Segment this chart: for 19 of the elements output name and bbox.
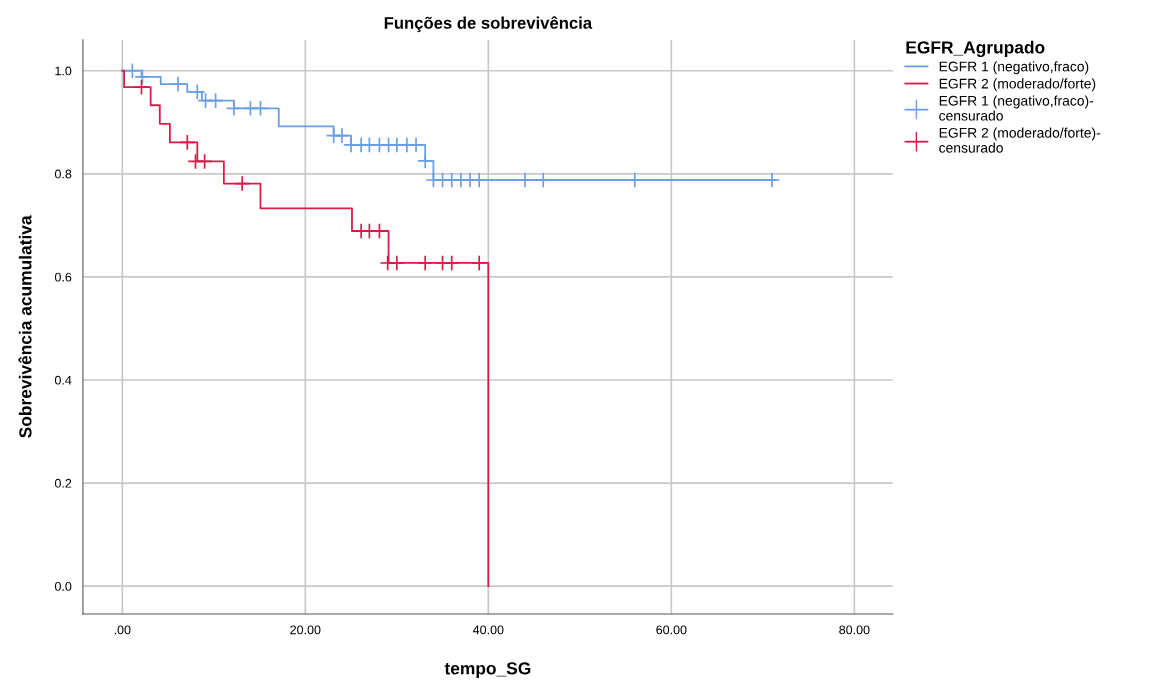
x-tick-label: 60.00 (656, 625, 687, 635)
y-axis-title: Sobrevivência acumulativa (18, 215, 32, 438)
legend-label: EGFR 1 (negativo,fraco)-censurado (939, 95, 1094, 121)
y-tick-label: 0.0 (54, 581, 72, 591)
x-tick-label: 40.00 (472, 625, 504, 635)
y-tick-label: 0.8 (54, 169, 72, 179)
x-axis-title: tempo_SG (444, 662, 531, 678)
x-tick-label: .00 (114, 625, 131, 635)
legend-label: EGFR 1 (negativo,fraco) (939, 61, 1089, 75)
x-tick-label: 80.00 (839, 625, 870, 635)
y-tick-label: 0.2 (54, 478, 72, 488)
legend-label: EGFR 2 (moderado/forte)-censurado (939, 127, 1101, 153)
y-tick-label: 0.6 (54, 272, 72, 282)
legend-title: EGFR_Agrupado (906, 40, 1045, 58)
y-tick-label: 1.0 (55, 66, 72, 76)
chart-title: Funções de sobrevivência (384, 16, 593, 33)
legend-label: EGFR 2 (moderado/forte) (939, 78, 1096, 92)
x-tick-label: 20.00 (290, 625, 321, 635)
y-tick-label: 0.4 (54, 375, 72, 385)
